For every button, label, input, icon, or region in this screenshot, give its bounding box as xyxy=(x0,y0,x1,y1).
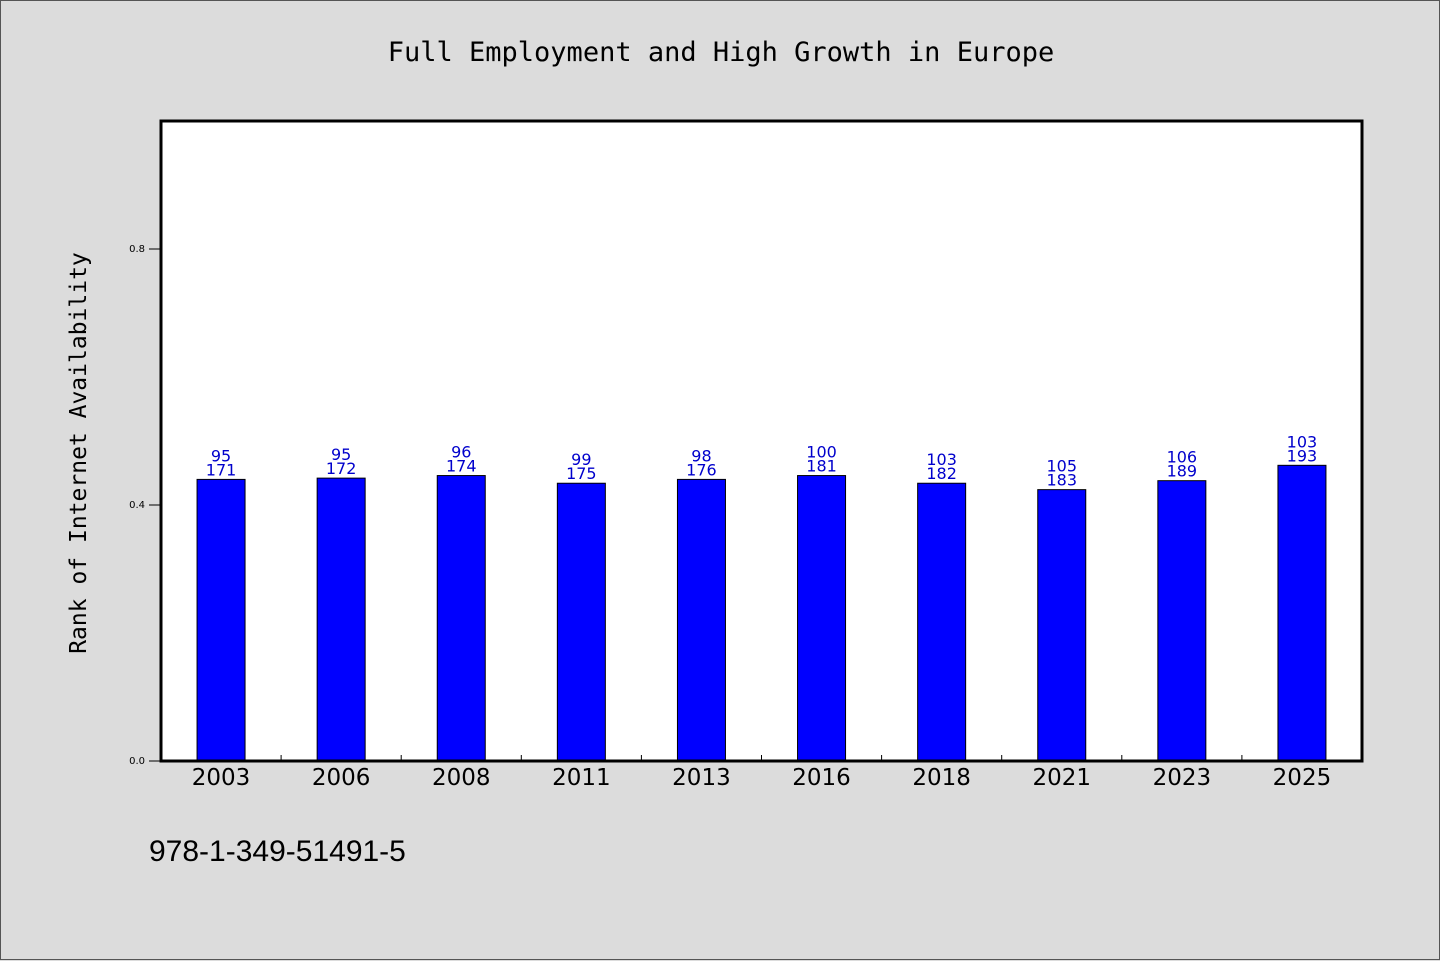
bar-label-top-2016: 100 xyxy=(806,443,837,462)
bar-label-top-2011: 99 xyxy=(571,450,591,469)
bar-label-top-2013: 98 xyxy=(691,446,711,465)
bar-label-bottom-2006: 172 xyxy=(326,459,357,478)
bar-2011 xyxy=(556,482,606,762)
bar-2008 xyxy=(436,475,486,762)
bar-label-bottom-2023: 189 xyxy=(1167,462,1198,481)
bar-2016 xyxy=(797,475,847,762)
x-tick-label-2003: 2003 xyxy=(192,765,251,791)
bar-2021 xyxy=(1037,489,1087,762)
chart-title: Full Employment and High Growth in Europ… xyxy=(387,37,1055,68)
bar-2023 xyxy=(1157,480,1207,762)
bar-2003 xyxy=(196,478,246,762)
bar-label-bottom-2016: 181 xyxy=(806,457,837,476)
bar-label-top-2018: 103 xyxy=(926,450,957,469)
bar-label-bottom-2021: 183 xyxy=(1046,471,1077,490)
x-tick-label-2018: 2018 xyxy=(912,765,971,791)
isbn-footnote: 978-1-349-51491-5 xyxy=(149,835,406,868)
x-tick-label-2016: 2016 xyxy=(792,765,851,791)
x-tick-label-2008: 2008 xyxy=(432,765,491,791)
bar-label-bottom-2003: 171 xyxy=(206,460,237,479)
bar-label-top-2006: 95 xyxy=(331,445,351,464)
bar-2018 xyxy=(917,482,967,762)
y-tick-label-2: 0.8 xyxy=(129,244,145,255)
bar-label-top-2023: 106 xyxy=(1167,448,1198,467)
bar-label-bottom-2018: 182 xyxy=(926,464,957,483)
bar-2013 xyxy=(676,478,726,762)
bar-label-bottom-2013: 176 xyxy=(686,460,717,479)
plot-frame xyxy=(159,119,1364,763)
bar-label-bottom-2025: 193 xyxy=(1287,446,1318,465)
x-tick-label-2006: 2006 xyxy=(312,765,371,791)
y-tick-label-1: 0.4 xyxy=(129,500,145,511)
bar-label-top-2021: 105 xyxy=(1046,457,1077,476)
bar-label-bottom-2008: 174 xyxy=(446,457,477,476)
x-tick-label-2025: 2025 xyxy=(1273,765,1332,791)
bar-2006 xyxy=(316,477,366,762)
x-tick-label-2021: 2021 xyxy=(1032,765,1091,791)
bar-label-top-2003: 95 xyxy=(211,446,231,465)
bar-label-bottom-2011: 175 xyxy=(566,464,597,483)
x-tick-label-2023: 2023 xyxy=(1153,765,1212,791)
x-tick-label-2011: 2011 xyxy=(552,765,611,791)
bar-2025 xyxy=(1277,464,1327,762)
bar-label-top-2008: 96 xyxy=(451,443,471,462)
bar-label-top-2025: 103 xyxy=(1287,432,1318,451)
x-tick-label-2013: 2013 xyxy=(672,765,731,791)
y-tick-label-0: 0.0 xyxy=(129,756,145,767)
